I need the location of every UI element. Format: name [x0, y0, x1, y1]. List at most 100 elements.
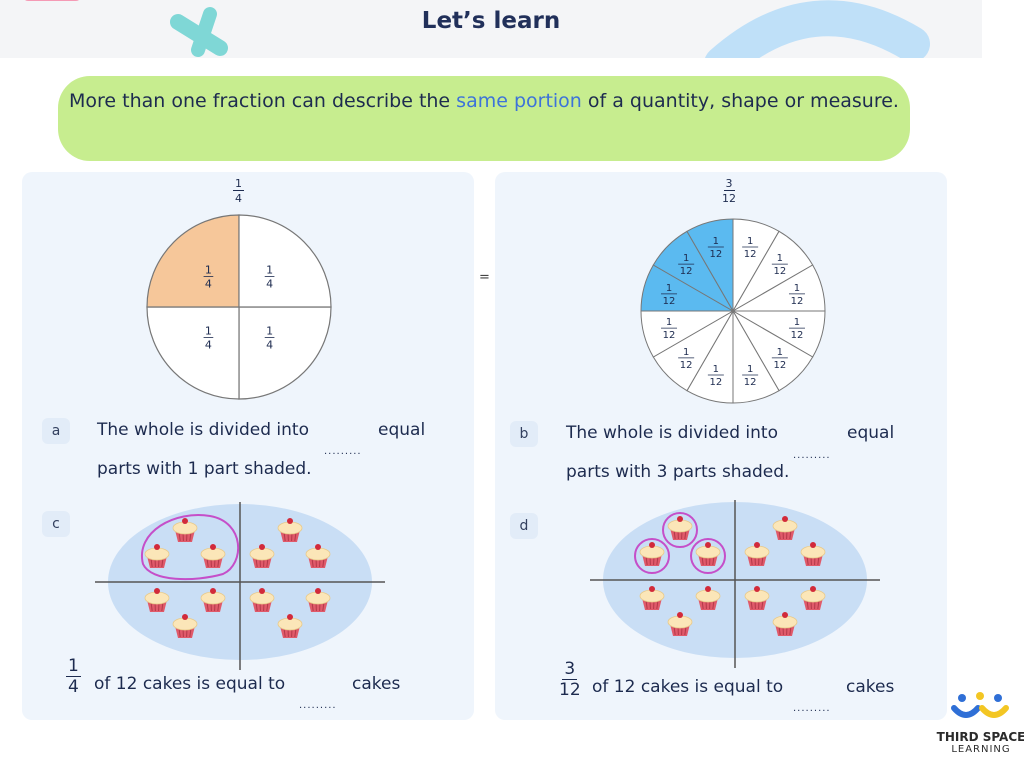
cupcake-icon	[200, 544, 226, 568]
twelfth-sector-label: 112	[707, 364, 724, 388]
quarter-sector-label: 14	[203, 325, 214, 352]
svg-text:12: 12	[680, 360, 693, 371]
cupcake-icon	[667, 516, 693, 540]
svg-text:1: 1	[747, 236, 753, 247]
svg-text:12: 12	[709, 249, 722, 260]
twelfth-sector-label: 112	[788, 283, 805, 307]
cupcake-icon	[744, 542, 770, 566]
question-b-line1: The whole is divided into	[566, 423, 778, 443]
question-a-blank[interactable]: .........	[324, 446, 362, 457]
svg-text:1: 1	[747, 364, 753, 375]
svg-text:4: 4	[205, 339, 212, 352]
svg-text:12: 12	[663, 296, 676, 307]
twelfth-sector-label: 112	[771, 347, 788, 371]
question-d-label: d	[510, 513, 538, 539]
svg-text:12: 12	[791, 296, 804, 307]
twelfth-sector-label: 112	[661, 283, 678, 307]
question-c-fraction: 1 4	[66, 656, 81, 697]
cupcake-icon	[305, 588, 331, 612]
twelfth-sector-label: 112	[678, 347, 695, 371]
twelfth-sector-label: 112	[661, 317, 678, 341]
logo-line1: THIRD SPACE	[936, 730, 1024, 744]
quarter-sector	[238, 306, 332, 400]
decorative-cross-shape	[170, 7, 228, 57]
quarter-sector-label: 14	[264, 325, 275, 352]
svg-text:1: 1	[777, 253, 783, 264]
cupcake-icon	[172, 518, 198, 542]
cupcake-icon	[695, 542, 721, 566]
cupcake-icon	[800, 586, 826, 610]
svg-text:1: 1	[794, 317, 800, 328]
cupcake-icon	[800, 542, 826, 566]
svg-text:4: 4	[205, 277, 212, 290]
svg-text:1: 1	[683, 347, 689, 358]
quarter-sector-label: 14	[203, 263, 214, 290]
question-b-line2: parts with 3 parts shaded.	[566, 462, 790, 482]
quarter-top-fraction: 1 4	[233, 177, 244, 205]
question-a-label: a	[42, 418, 70, 444]
key-idea-banner: More than one fraction can describe the …	[58, 76, 910, 161]
cupcake-icon	[772, 516, 798, 540]
cake-circle-outline	[662, 512, 698, 548]
quarter-sector-label: 14	[264, 263, 275, 290]
cake-circle-outline	[634, 538, 670, 574]
question-a-line1: The whole is divided into	[97, 420, 309, 440]
svg-text:1: 1	[266, 325, 273, 338]
cupcake-icon	[249, 544, 275, 568]
svg-text:12: 12	[791, 330, 804, 341]
svg-text:12: 12	[744, 249, 757, 260]
question-c-blank[interactable]: .........	[299, 700, 337, 711]
cupcake-icon	[277, 614, 303, 638]
twelfths-top-fraction: 3 12	[722, 177, 736, 205]
decorative-arc-shape	[705, 0, 930, 58]
svg-text:1: 1	[794, 283, 800, 294]
question-d-blank[interactable]: .........	[793, 703, 831, 714]
svg-text:1: 1	[777, 347, 783, 358]
svg-text:4: 4	[266, 277, 273, 290]
question-d-text: of 12 cakes is equal to	[592, 677, 784, 697]
banner-text-end: of a quantity, shape or measure.	[581, 90, 899, 112]
twelfth-sector	[686, 218, 734, 313]
question-a-line2: parts with 1 part shaded.	[97, 459, 312, 479]
question-b-blank[interactable]: .........	[793, 450, 831, 461]
quarter-sector	[146, 306, 240, 400]
cupcake-icon	[639, 586, 665, 610]
question-b-equal: equal	[847, 423, 895, 443]
cupcake-icon	[639, 542, 665, 566]
cupcake-icon	[772, 612, 798, 636]
cupcake-icon	[172, 614, 198, 638]
svg-text:4: 4	[266, 339, 273, 352]
page-title: Let’s learn	[421, 8, 561, 34]
cupcake-icon	[144, 588, 170, 612]
svg-text:1: 1	[666, 283, 672, 294]
cupcake-icon	[667, 612, 693, 636]
cupcake-icon	[144, 544, 170, 568]
twelfth-sector-label: 112	[678, 253, 695, 277]
twelfth-sector-label: 112	[742, 364, 759, 388]
svg-text:1: 1	[683, 253, 689, 264]
question-c-label: c	[42, 511, 70, 537]
cakes-diagram-d	[590, 500, 880, 668]
third-space-learning-logo-icon	[951, 692, 1009, 718]
svg-text:12: 12	[709, 377, 722, 388]
header-bar	[0, 0, 982, 58]
svg-text:12: 12	[680, 266, 693, 277]
question-b-label: b	[510, 421, 538, 447]
banner-highlight: same portion	[456, 90, 582, 112]
cupcake-icon	[305, 544, 331, 568]
cupcake-icon	[277, 518, 303, 542]
svg-text:12: 12	[744, 377, 757, 388]
twelfth-sector-label: 112	[742, 236, 759, 260]
cake-circle-outline	[690, 538, 726, 574]
svg-text:1: 1	[713, 236, 719, 247]
equals-sign: =	[479, 270, 490, 285]
svg-text:1: 1	[205, 325, 212, 338]
svg-text:1: 1	[713, 364, 719, 375]
svg-text:12: 12	[773, 266, 786, 277]
cakes-diagram-c	[95, 502, 385, 670]
quarter-sector	[146, 214, 240, 308]
cupcake-icon	[200, 588, 226, 612]
twelfth-sector-label: 112	[788, 317, 805, 341]
